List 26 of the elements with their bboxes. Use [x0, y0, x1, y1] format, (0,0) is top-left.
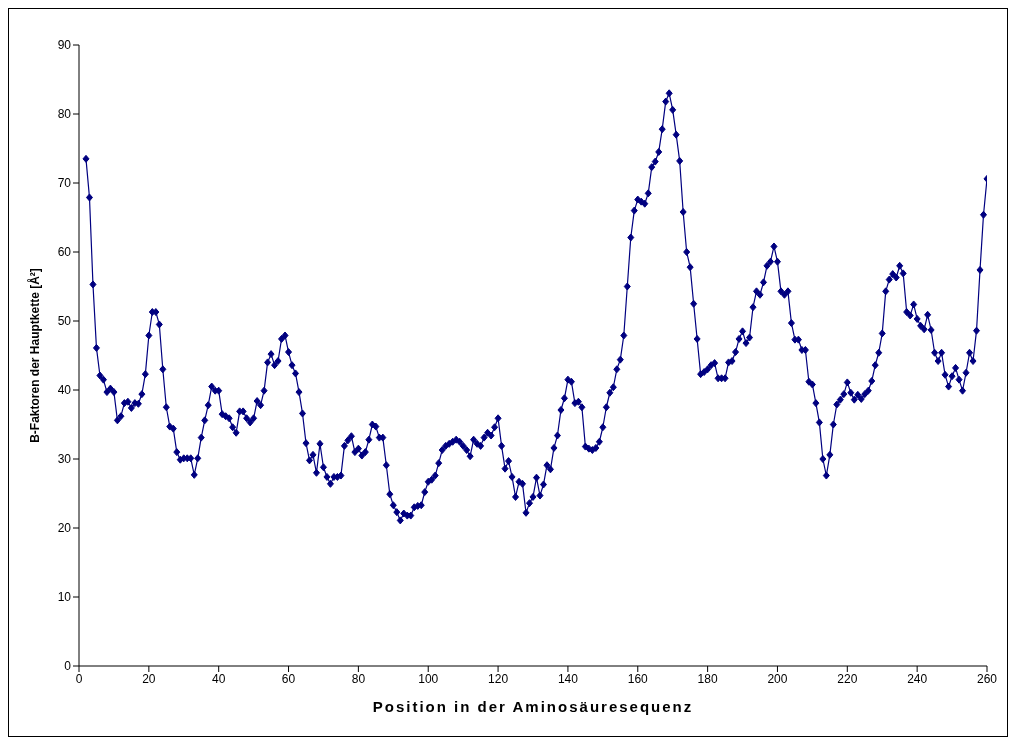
x-tick-label: 100: [418, 671, 439, 686]
y-tick-label: 60: [57, 245, 72, 260]
x-tick-label: 80: [351, 671, 366, 686]
y-tick-label: 80: [57, 107, 72, 122]
x-tick-label: 140: [557, 671, 579, 686]
x-tick-label: 160: [627, 671, 649, 686]
x-tick-label: 180: [697, 671, 718, 686]
x-tick-label: 260: [976, 671, 998, 686]
x-tick-label: 200: [767, 671, 788, 686]
y-tick-label: 70: [57, 176, 72, 191]
y-tick-label: 10: [57, 590, 72, 605]
y-tick-label: 40: [57, 383, 72, 398]
y-tick-label: 20: [57, 521, 72, 536]
y-tick-label: 30: [57, 452, 72, 467]
y-tick-label: 0: [64, 659, 72, 674]
y-tick-label: 50: [57, 314, 72, 329]
x-tick-label: 20: [142, 671, 156, 686]
y-axis-title: B-Faktoren der Hauptkette [Å²]: [27, 268, 42, 443]
x-tick-label: 60: [281, 671, 296, 686]
x-axis-title: Position in der Aminosäuresequenz: [372, 698, 694, 715]
x-tick-label: 120: [488, 671, 509, 686]
y-tick-label: 90: [57, 38, 72, 53]
x-tick-label: 240: [907, 671, 928, 686]
x-tick-label: 40: [212, 671, 226, 686]
x-tick-label: 0: [75, 671, 83, 686]
x-tick-label: 220: [837, 671, 858, 686]
